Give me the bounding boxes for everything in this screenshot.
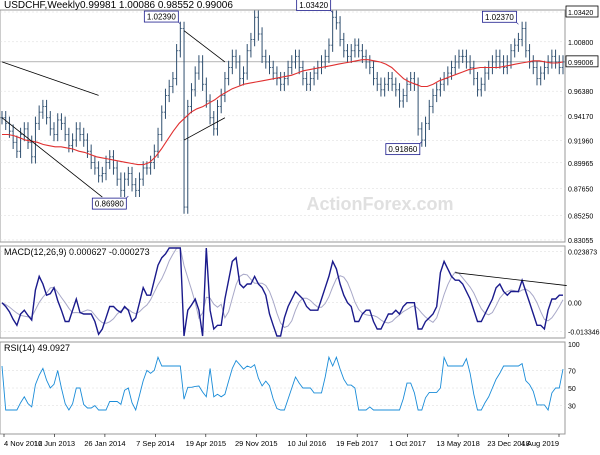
x-tick-label: 1 Oct 2017 [389, 439, 426, 448]
macd-title: MACD(12,26,9) 0.000627 -0.000273 [4, 247, 150, 257]
price-tick-label: 0.83055 [568, 238, 593, 245]
price-tick-label: 0.96380 [568, 89, 593, 96]
watermark: ActionForex.com [306, 194, 453, 214]
annotation-box [385, 143, 421, 156]
macd-tick-label: 0.023873 [568, 249, 597, 256]
rsi-tick-label: 70 [568, 368, 576, 375]
rsi-tick-label: 50 [568, 386, 576, 393]
x-tick-label: 4 Nov 2012 [4, 439, 42, 448]
triangle-upper-line [183, 30, 226, 63]
price-tick-label: 1.00800 [568, 40, 593, 47]
channel-lower-line [1, 117, 103, 198]
x-tick-label: 23 Dec 2018 [487, 439, 530, 448]
annotation-box [482, 10, 517, 23]
macd-tick-label: 0.00 [568, 301, 582, 308]
annotation-pointer [126, 195, 129, 199]
current-price-box [565, 55, 599, 68]
rsi-tick-label: 100 [568, 342, 580, 349]
moving-average-line [2, 59, 564, 166]
x-tick-label: 16 Jun 2013 [34, 439, 75, 448]
rsi-title: RSI(14) 49.0927 [4, 343, 70, 353]
macd-line [1, 247, 563, 337]
annotation-box [296, 0, 332, 11]
price-tick-label: 0.85250 [568, 213, 593, 220]
rsi-line [1, 355, 564, 412]
macd-divergence-trendline [455, 272, 567, 286]
price-panel: USDCHF,Weekly 0.99981 1.00086 0.98552 0.… [0, 0, 599, 245]
high-price-box [565, 5, 599, 18]
price-header-symbol: USDCHF,Weekly [4, 0, 80, 11]
annotation-box [143, 10, 179, 23]
x-tick-label: 19 Feb 2017 [336, 439, 378, 448]
price-tick-label: 0.89965 [568, 161, 593, 168]
channel-upper-line [1, 61, 99, 96]
annotation-label: 1.03420 [299, 1, 328, 10]
x-tick-label: 29 Nov 2015 [235, 439, 278, 448]
x-tick-label: 13 May 2018 [436, 439, 479, 448]
macd-panel: MACD(12,26,9) 0.000627 -0.000273 0.02387… [0, 245, 600, 339]
annotation-label: 1.02390 [147, 13, 176, 22]
annotation-label: 1.02370 [485, 13, 514, 22]
x-tick-label: 19 Apr 2015 [186, 439, 226, 448]
rsi-tick-label: 30 [568, 404, 576, 411]
price-tick-label: 0.87650 [568, 187, 593, 194]
x-tick-label: 10 Jul 2016 [287, 439, 326, 448]
price-header-ohlc: 0.99981 1.00086 0.98552 0.99006 [80, 0, 233, 11]
annotation-pointer [178, 21, 181, 25]
annotation-box [91, 197, 127, 210]
price-tick-label: 1.03420 [568, 10, 593, 17]
price-tick-label: 0.91960 [568, 139, 593, 146]
x-tick-label: 7 Sep 2014 [136, 439, 174, 448]
macd-tick-label: -0.013346 [568, 329, 600, 336]
price-tick-label: 0.94170 [568, 114, 593, 121]
x-tick-label: 26 Jan 2014 [84, 439, 125, 448]
rsi-panel: RSI(14) 49.0927 100 70 50 30 [0, 341, 580, 435]
x-tick-label: 4 Aug 2019 [521, 439, 559, 448]
price-tick-label: 0.99006 [568, 60, 593, 67]
annotation-pointer [516, 22, 519, 25]
annotation-pointer [419, 141, 423, 144]
triangle-lower-line [183, 117, 226, 141]
annotation-label: 0.86980 [95, 200, 124, 209]
annotation-pointer [330, 10, 333, 13]
annotation-label: 0.91860 [388, 145, 417, 154]
